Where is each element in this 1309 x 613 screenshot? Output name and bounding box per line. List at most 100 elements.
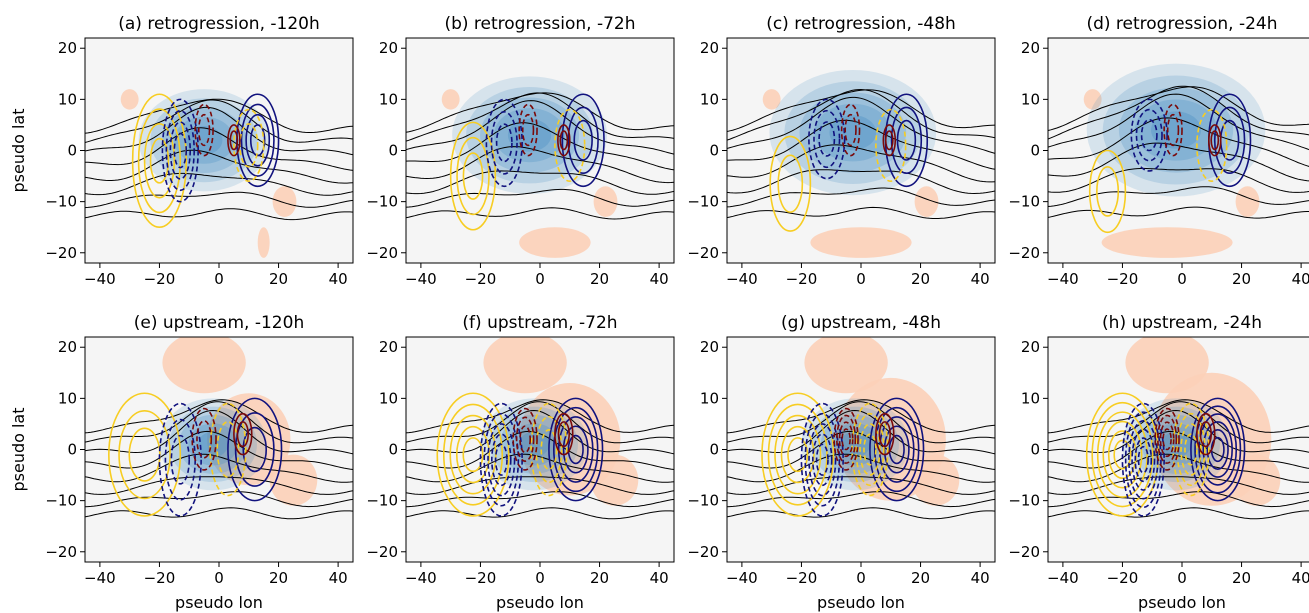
warm-anomaly-shading	[272, 186, 297, 217]
negative-anomaly-contour	[518, 103, 538, 157]
positive-anomaly-contour	[233, 412, 253, 456]
height-contour	[406, 188, 674, 208]
y-tick-label: 20	[1021, 39, 1040, 57]
negative-anomaly-contour	[1124, 411, 1162, 509]
cold-anomaly-shading	[480, 97, 580, 173]
height-contour	[1048, 491, 1309, 508]
positive-anomaly-contour	[227, 124, 241, 157]
warm-anomaly-shading	[120, 89, 139, 110]
negative-anomaly-contour	[165, 109, 195, 192]
y-tick-label: −10	[687, 492, 719, 510]
positive-anomaly-contour	[561, 93, 605, 188]
height-contour	[727, 491, 995, 508]
height-contour	[85, 172, 353, 196]
warm-anomaly-shading	[483, 337, 567, 394]
panel-contours	[727, 337, 995, 520]
positive-anomaly-contour	[896, 119, 917, 161]
positive-anomaly-contour	[884, 130, 894, 151]
warm-anomaly-shading	[911, 454, 960, 506]
negative-anomaly-contour	[494, 443, 508, 476]
panel-f: (f) upstream, -72h −40 −20 0 20 40 −20 −10 0 10 20	[366, 313, 675, 587]
height-contour	[85, 453, 353, 483]
negative-anomaly-contour	[808, 423, 837, 497]
x-tick-label: 0	[214, 270, 224, 288]
x-tick-label: 40	[1292, 270, 1309, 288]
y-axis-label: pseudo lat	[9, 407, 28, 491]
positive-anomaly-contour	[1208, 124, 1222, 157]
panels: (a) retrogression, -120h −40 −20 0 20 40 −20 −1…	[45, 14, 1309, 587]
height-contour	[1048, 399, 1309, 434]
x-tick-label: 20	[590, 569, 609, 587]
height-contour	[85, 430, 353, 470]
y-tick-label: 0	[67, 441, 77, 459]
height-contour	[85, 149, 353, 184]
negative-anomaly-contour	[1176, 412, 1206, 487]
x-tick-label: −20	[465, 270, 497, 288]
positive-anomaly-contour	[869, 397, 925, 502]
x-tick-label: −40	[405, 270, 437, 288]
x-tick-label: −20	[1107, 569, 1139, 587]
y-tick-label: 20	[379, 39, 398, 57]
positive-anomaly-contour	[878, 421, 891, 448]
positive-anomaly-contour	[780, 425, 815, 484]
negative-anomaly-contour	[554, 108, 586, 182]
positive-anomaly-contour	[567, 106, 599, 174]
height-contour	[727, 401, 995, 444]
height-contour	[727, 96, 995, 154]
x-tick-label: −40	[726, 270, 758, 288]
negative-anomaly-contour	[540, 428, 558, 471]
negative-anomaly-contour	[495, 123, 513, 163]
panel-contours	[85, 89, 353, 258]
negative-anomaly-contour	[233, 108, 265, 182]
warm-anomaly-shading	[162, 337, 246, 394]
y-tick-label: −20	[687, 244, 719, 262]
warm-anomaly-shading	[1235, 186, 1260, 217]
y-tick-label: 10	[58, 90, 77, 108]
positive-anomaly-contour	[1194, 405, 1242, 494]
x-tick-label: 0	[856, 270, 866, 288]
negative-anomaly-contour	[1130, 98, 1168, 172]
x-tick-label: −20	[1107, 270, 1139, 288]
negative-anomaly-contour	[197, 113, 211, 147]
x-tick-label: −40	[405, 569, 437, 587]
panel-title: (h) upstream, -24h	[1102, 313, 1262, 333]
warm-anomaly-shading	[804, 337, 888, 394]
positive-anomaly-contour	[888, 434, 905, 465]
height-contour	[1048, 167, 1309, 193]
panel-d: (d) retrogression, -24h −40 −20 0 20 40 −20 −10…	[1008, 14, 1309, 288]
y-tick-label: 20	[58, 338, 77, 356]
y-tick-label: −10	[1008, 492, 1040, 510]
warm-anomaly-shading	[269, 454, 318, 506]
panel-g: (g) upstream, -48h −40 −20 0 20 40 −20 −10 0 10 20	[687, 313, 996, 587]
x-tick-label: 20	[1232, 569, 1251, 587]
negative-anomaly-contour	[191, 407, 217, 471]
y-tick-label: −20	[45, 543, 77, 561]
x-tick-label: −20	[786, 270, 818, 288]
warm-anomaly-shading	[762, 89, 781, 110]
x-tick-label: −20	[144, 569, 176, 587]
y-tick-label: 20	[1021, 338, 1040, 356]
positive-anomaly-contour	[1196, 412, 1216, 456]
x-tick-label: −20	[786, 569, 818, 587]
negative-anomaly-contour	[519, 425, 532, 454]
y-tick-label: −10	[1008, 193, 1040, 211]
negative-anomaly-contour	[170, 434, 191, 485]
negative-anomaly-contour	[1134, 437, 1153, 483]
panel-background	[406, 38, 674, 263]
positive-anomaly-contour	[559, 130, 569, 151]
negative-anomaly-contour	[1131, 428, 1156, 491]
positive-anomaly-contour	[131, 93, 188, 229]
height-contour	[85, 401, 353, 444]
x-tick-label: 0	[1177, 569, 1187, 587]
panel-contours	[406, 76, 674, 258]
y-tick-label: 10	[700, 389, 719, 407]
height-contour	[1048, 85, 1309, 140]
height-contour	[727, 88, 995, 141]
height-contour	[727, 399, 995, 434]
warm-anomaly-shading	[1083, 89, 1102, 110]
x-tick-label: −20	[144, 270, 176, 288]
panel-title: (g) upstream, -48h	[781, 313, 941, 333]
x-tick-label: 40	[971, 270, 990, 288]
negative-anomaly-contour	[521, 113, 535, 147]
height-contour	[85, 399, 353, 434]
